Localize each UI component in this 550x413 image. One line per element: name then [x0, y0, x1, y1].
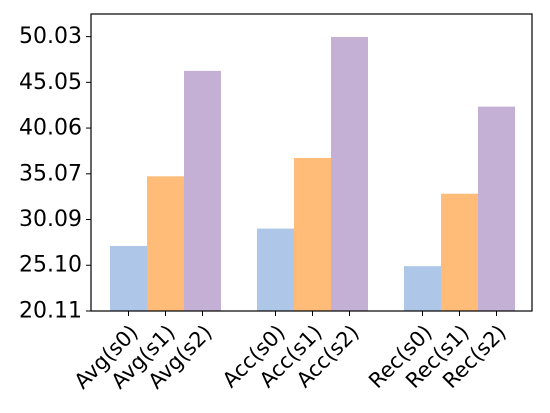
y-tick-label: 30.09	[19, 207, 82, 232]
y-tick-label: 40.06	[19, 116, 82, 141]
x-axis: Avg(s0)Avg(s1)Avg(s2) Acc(s0)Acc(s1)Acc(s…	[70, 311, 511, 394]
bar-accs2	[331, 36, 368, 312]
bars-group	[110, 36, 515, 312]
bar-recs0	[404, 266, 441, 311]
bar-accs1	[294, 157, 331, 311]
y-tick-label: 50.03	[19, 24, 82, 49]
y-tick-label: 35.07	[19, 161, 82, 186]
y-tick-label: 20.11	[19, 299, 82, 324]
y-tick-label: 25.10	[19, 253, 82, 278]
plot-frame	[90, 13, 533, 312]
y-tick-label: 45.05	[19, 70, 82, 95]
bar-recs2	[478, 106, 515, 312]
y-axis: 20.11 25.10 30.09 35.07 40.06 45.05 50.03	[19, 24, 91, 324]
bar-avgs1	[147, 176, 184, 311]
bar-accs0	[257, 228, 294, 311]
bar-recs1	[441, 193, 478, 311]
bar-avgs0	[110, 245, 147, 311]
bar-avgs2	[184, 70, 221, 311]
